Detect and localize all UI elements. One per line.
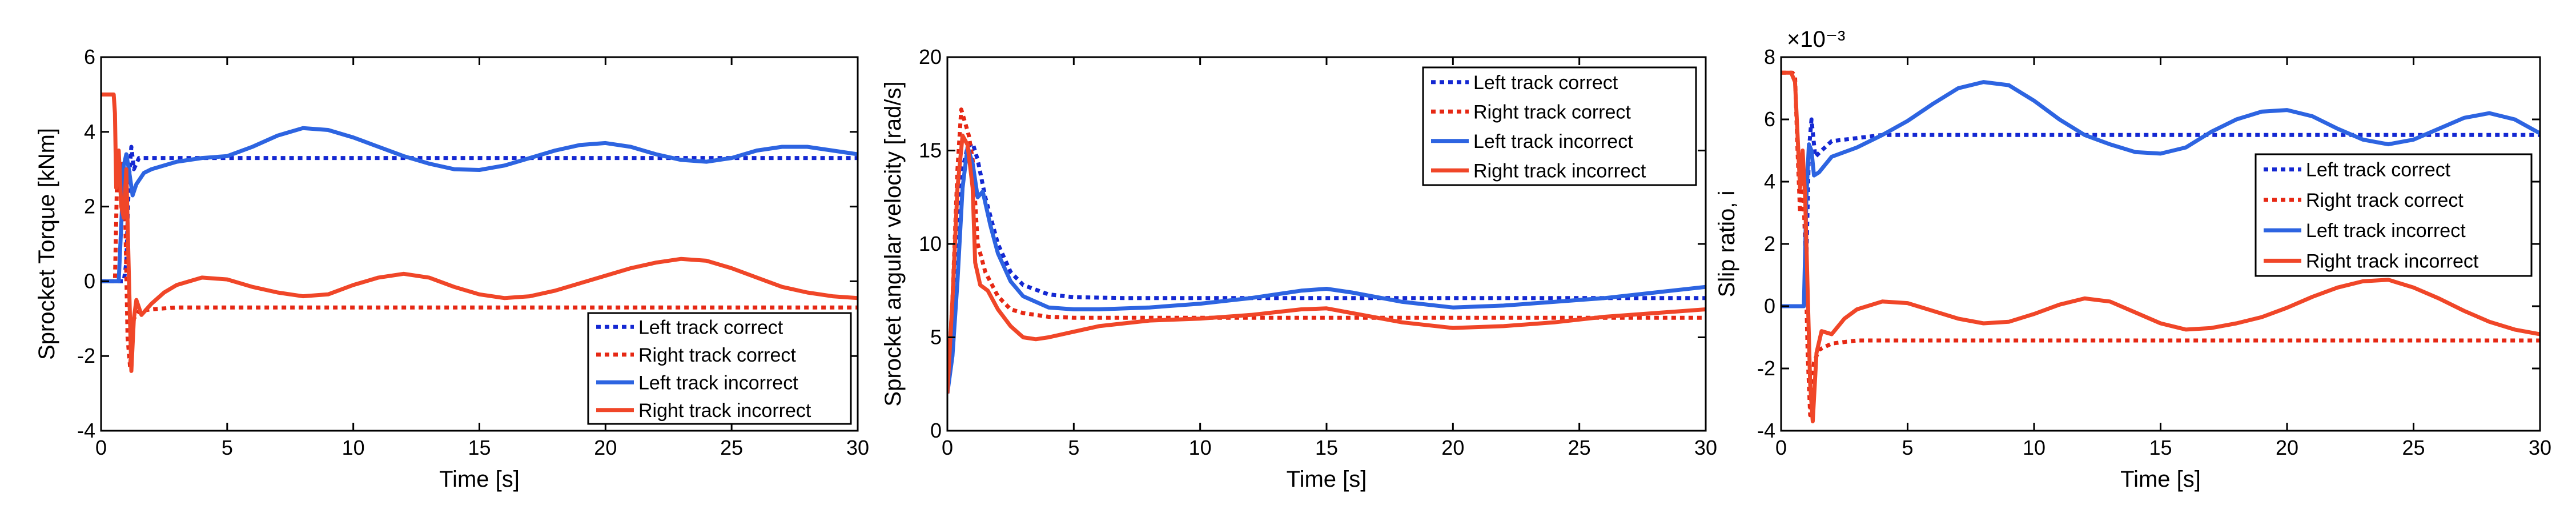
x-tick-label: 10	[1189, 436, 1212, 459]
chart-1: 0 5 10 15 20 25 30 -4 -2 0 2 4 6 Time [s] Sprocket Tor…	[34, 45, 869, 492]
legend-label: Right track correct	[638, 344, 796, 366]
y-tick-label: 4	[1764, 170, 1775, 193]
series-line-right-track-incorrect	[1781, 70, 2540, 424]
chart-2: 0 5 10 15 20 25 30 0 5 10 15 20 Time [s] Sprocket ang…	[881, 45, 1717, 492]
x-tick-label: 25	[1568, 436, 1591, 459]
series-line-left-track-incorrect	[101, 126, 858, 283]
x-tick-label: 10	[2023, 436, 2045, 459]
legend-label: Right track incorrect	[638, 400, 811, 422]
y-tick-label: 0	[1764, 294, 1775, 318]
x-axis-label: Time [s]	[439, 467, 520, 492]
exponent-label: ×10⁻³	[1787, 27, 1845, 52]
series-line-left-track-incorrect	[1781, 80, 2540, 308]
y-tick-label: 2	[1764, 232, 1775, 255]
x-tick-label: 15	[468, 436, 491, 459]
legend-label: Right track correct	[2306, 190, 2464, 211]
legend-label: Left track incorrect	[2306, 220, 2466, 242]
series-line-right-track-correct	[947, 107, 1706, 394]
y-tick-label: 0	[84, 269, 95, 292]
y-tick-label: 0	[930, 419, 942, 442]
y-tick-label: 4	[84, 120, 95, 143]
y-tick-label: -4	[1757, 419, 1775, 442]
x-tick-label: 5	[222, 436, 233, 459]
x-tick-label: 0	[95, 436, 107, 459]
legend-label: Right track incorrect	[1473, 160, 1646, 182]
series-line-right-track-incorrect	[101, 92, 858, 373]
legend-label: Right track correct	[1473, 101, 1631, 123]
y-tick-label: 6	[84, 45, 95, 69]
legend-label: Right track incorrect	[2306, 250, 2479, 272]
x-tick-label: 30	[2529, 436, 2551, 459]
y-tick-label: 15	[919, 139, 942, 162]
legend: Left track correct Right track correct Lef…	[2254, 153, 2533, 277]
y-tick-label: 8	[1764, 45, 1775, 69]
series-line-left-track-correct	[101, 145, 858, 283]
y-tick-label: -2	[77, 344, 95, 367]
y-tick-label: 5	[930, 326, 942, 349]
legend-box	[587, 312, 852, 425]
x-tick-label: 30	[1694, 436, 1717, 459]
y-tick-label: -4	[77, 419, 95, 442]
legend-box	[2254, 153, 2533, 277]
x-tick-label: 15	[1315, 436, 1338, 459]
y-tick-label: 6	[1764, 107, 1775, 131]
y-axis-label: Sprocket Torque [kNm]	[34, 128, 59, 360]
y-tick-label: 10	[919, 232, 942, 255]
series-line-left-track-correct	[947, 141, 1706, 394]
chart-3: 0 5 10 15 20 25 30 -4 -2 0 2 4 6 8 Time [s] Slip ratio,…	[1714, 27, 2551, 492]
legend: Left track correct Right track correct Lef…	[587, 312, 852, 425]
x-tick-label: 20	[2276, 436, 2298, 459]
x-axis-label: Time [s]	[2120, 467, 2201, 492]
legend-box	[1422, 66, 1697, 186]
legend: Left track correct Right track correct Lef…	[1422, 66, 1697, 186]
y-tick-label: 2	[84, 195, 95, 218]
series-group	[947, 107, 1706, 394]
legend-label: Left track incorrect	[1473, 131, 1633, 153]
series-group	[101, 92, 858, 373]
x-tick-label: 10	[342, 436, 365, 459]
x-axis-label: Time [s]	[1287, 467, 1367, 492]
series-line-right-track-incorrect	[947, 133, 1706, 394]
legend-label: Left track correct	[1473, 72, 1618, 94]
y-tick-label: 20	[919, 45, 942, 69]
x-tick-label: 5	[1068, 436, 1079, 459]
legend-label: Left track correct	[2306, 159, 2451, 181]
x-tick-label: 0	[1775, 436, 1787, 459]
x-tick-label: 25	[2402, 436, 2425, 459]
y-tick-label: -2	[1757, 356, 1775, 380]
x-tick-label: 25	[720, 436, 743, 459]
series-group	[1781, 70, 2540, 424]
x-tick-label: 0	[942, 436, 953, 459]
x-tick-label: 5	[1902, 436, 1913, 459]
legend-label: Left track correct	[638, 316, 783, 338]
x-tick-label: 15	[2149, 436, 2172, 459]
x-tick-label: 30	[846, 436, 869, 459]
y-axis-label: Slip ratio, i	[1714, 191, 1739, 298]
y-axis-label: Sprocket angular velocity [rad/s]	[881, 81, 906, 406]
x-tick-label: 20	[594, 436, 617, 459]
x-tick-label: 20	[1441, 436, 1464, 459]
legend-label: Left track incorrect	[638, 372, 798, 394]
